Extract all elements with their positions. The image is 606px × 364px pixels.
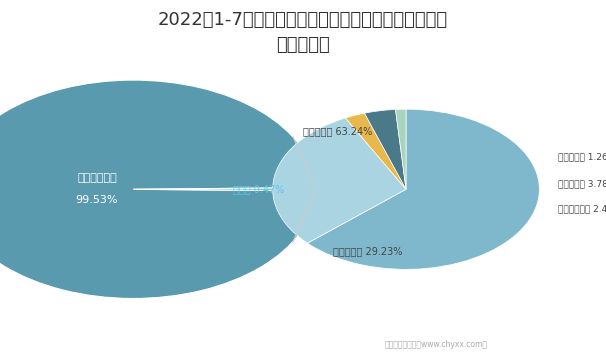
Wedge shape (0, 80, 315, 298)
Wedge shape (307, 109, 539, 269)
Text: 99.53%: 99.53% (76, 195, 118, 205)
Text: 太阳能发电量 2.47%: 太阳能发电量 2.47% (558, 205, 606, 214)
Wedge shape (345, 113, 406, 189)
Text: 水力发电量 3.78%: 水力发电量 3.78% (558, 179, 606, 188)
Text: 海南省 0.47%: 海南省 0.47% (233, 184, 285, 194)
Wedge shape (133, 188, 315, 191)
Wedge shape (273, 118, 406, 243)
Text: 风力发电量 1.26%: 风力发电量 1.26% (558, 152, 606, 161)
Wedge shape (396, 109, 406, 189)
Text: 制图：智研咨询（www.chyxx.com）: 制图：智研咨询（www.chyxx.com） (385, 340, 488, 349)
Text: 全国其他省份: 全国其他省份 (77, 173, 117, 183)
Text: 2022年1-7月海南省发电量占全国比重及该地区各发电
类型占比图: 2022年1-7月海南省发电量占全国比重及该地区各发电 类型占比图 (158, 11, 448, 54)
Wedge shape (364, 110, 406, 189)
Text: 核能发电量 29.23%: 核能发电量 29.23% (333, 246, 402, 256)
Text: 火力发电量 63.24%: 火力发电量 63.24% (303, 126, 372, 136)
